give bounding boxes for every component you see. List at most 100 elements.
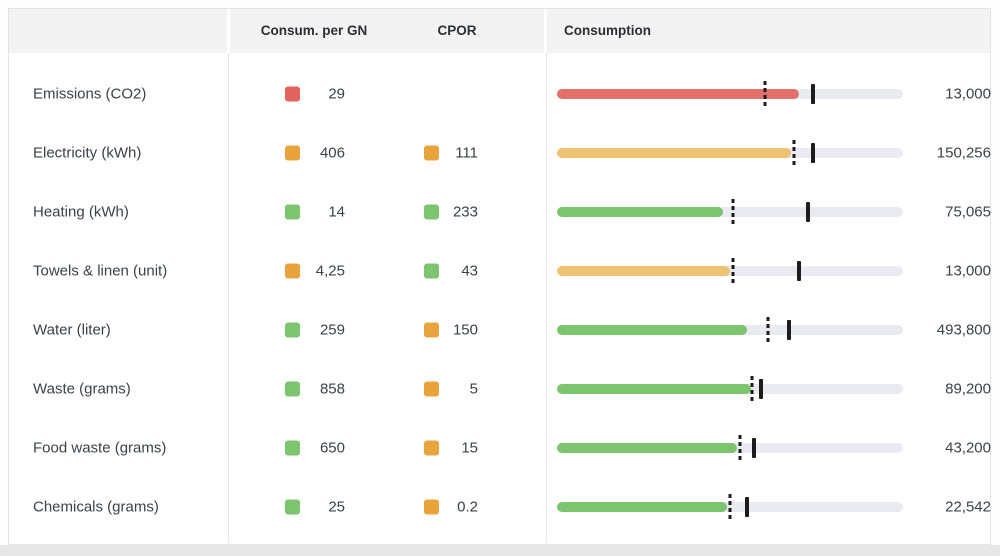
solid-benchmark-marker: [811, 83, 816, 104]
cpor-value: 150: [452, 321, 478, 338]
solid-benchmark-marker: [805, 201, 810, 222]
consumption-bullet-bar: [557, 139, 903, 166]
per-gn-value: 14: [328, 203, 345, 220]
per-gn-value: 406: [319, 144, 345, 161]
table-row: Electricity (kWh) 406 111 150,256: [9, 123, 991, 182]
solid-benchmark-marker: [797, 260, 802, 281]
dotted-target-marker: [750, 375, 754, 402]
cpor-status-square: [424, 145, 439, 160]
consumption-bullet-bar: [557, 434, 903, 461]
consumption-value: 13,000: [945, 85, 991, 102]
row-label: Water (liter): [33, 321, 111, 338]
table-row: Water (liter) 259 150 493,800: [9, 300, 991, 359]
table-row: Heating (kWh) 14 233 75,065: [9, 182, 991, 241]
cpor-status-square: [424, 204, 439, 219]
row-label: Waste (grams): [33, 380, 131, 397]
consumption-bullet-bar: [557, 80, 903, 107]
cpor-value: 15: [461, 439, 478, 456]
consumption-bullet-bar: [557, 198, 903, 225]
per-gn-value: 25: [328, 498, 345, 515]
dotted-target-marker: [738, 434, 742, 461]
cpor-status-square: [424, 322, 439, 337]
table-body: Emissions (CO2) 29 13,000 Electricity (k…: [9, 53, 991, 544]
per-gn-value: 858: [319, 380, 345, 397]
per-gn-status-square: [285, 499, 300, 514]
consumption-value: 43,200: [945, 439, 991, 456]
consumption-value: 493,800: [936, 321, 991, 338]
dotted-target-marker: [731, 257, 735, 284]
bar-fill: [557, 147, 791, 158]
dotted-target-marker: [763, 80, 767, 107]
consumption-bullet-bar: [557, 493, 903, 520]
row-label: Emissions (CO2): [33, 85, 147, 102]
per-gn-value: 4,25: [315, 262, 345, 279]
per-gn-status-square: [285, 86, 300, 101]
per-gn-status-square: [285, 381, 300, 396]
row-label: Heating (kWh): [33, 203, 129, 220]
table-header: Consum. per GN CPOR Consumption: [9, 9, 990, 53]
consumption-bullet-bar: [557, 375, 903, 402]
column-header-consumption: Consumption: [564, 23, 651, 38]
bar-fill: [557, 324, 748, 335]
per-gn-value: 259: [319, 321, 345, 338]
cpor-status-square: [424, 381, 439, 396]
solid-benchmark-marker: [759, 378, 764, 399]
per-gn-status-square: [285, 263, 300, 278]
header-cell-metrics: [230, 9, 544, 53]
bar-track: [557, 265, 903, 276]
per-gn-status-square: [285, 440, 300, 455]
dotted-target-marker: [728, 493, 732, 520]
solid-benchmark-marker: [752, 437, 757, 458]
per-gn-status-square: [285, 145, 300, 160]
solid-benchmark-marker: [745, 496, 750, 517]
column-divider: [546, 53, 547, 543]
bar-fill: [557, 383, 751, 394]
per-gn-status-square: [285, 322, 300, 337]
consumption-value: 13,000: [945, 262, 991, 279]
dotted-target-marker: [766, 316, 770, 343]
cpor-status-square: [424, 499, 439, 514]
column-header-cpor: CPOR: [437, 23, 477, 38]
consumption-value: 22,542: [945, 498, 991, 515]
solid-benchmark-marker: [786, 319, 791, 340]
solid-benchmark-marker: [811, 142, 816, 163]
consumption-value: 89,200: [945, 380, 991, 397]
cpor-status-square: [424, 263, 439, 278]
per-gn-value: 650: [319, 439, 345, 456]
row-label: Towels & linen (unit): [33, 262, 168, 279]
dotted-target-marker: [792, 139, 796, 166]
consumption-value: 75,065: [945, 203, 991, 220]
page-background-strip: [0, 545, 1000, 556]
consumption-value: 150,256: [936, 144, 991, 161]
column-divider: [228, 53, 229, 543]
bar-fill: [557, 265, 730, 276]
consumption-table: Consum. per GN CPOR Consumption Emission…: [8, 8, 991, 545]
row-label: Electricity (kWh): [33, 144, 142, 161]
bar-track: [557, 206, 903, 217]
row-label: Chemicals (grams): [33, 498, 159, 515]
header-cell-consumption: [547, 9, 990, 53]
dotted-target-marker: [731, 198, 735, 225]
cpor-value: 5: [469, 380, 478, 397]
row-label: Food waste (grams): [33, 439, 167, 456]
per-gn-value: 29: [328, 85, 345, 102]
cpor-value: 0.2: [457, 498, 478, 515]
bar-fill: [557, 88, 800, 99]
bar-fill: [557, 206, 724, 217]
consumption-bullet-bar: [557, 316, 903, 343]
table-row: Waste (grams) 858 5 89,200: [9, 359, 991, 418]
bar-fill: [557, 442, 737, 453]
bar-fill: [557, 501, 727, 512]
cpor-status-square: [424, 440, 439, 455]
consumption-bullet-bar: [557, 257, 903, 284]
cpor-value: 233: [452, 203, 478, 220]
table-row: Food waste (grams) 650 15 43,200: [9, 418, 991, 477]
table-row: Chemicals (grams) 25 0.2 22,542: [9, 477, 991, 536]
cpor-value: 111: [455, 144, 478, 161]
per-gn-status-square: [285, 204, 300, 219]
table-row: Emissions (CO2) 29 13,000: [9, 64, 991, 123]
cpor-value: 43: [461, 262, 478, 279]
header-cell-labels: [9, 9, 227, 53]
table-row: Towels & linen (unit) 4,25 43 13,000: [9, 241, 991, 300]
